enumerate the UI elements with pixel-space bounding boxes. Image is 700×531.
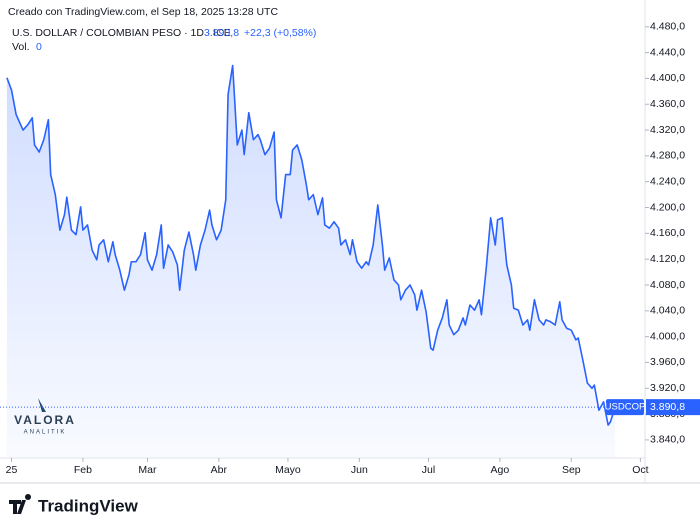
y-tick-label: 4.440,0: [650, 46, 685, 58]
y-tick-label: 4.480,0: [650, 21, 685, 33]
watermark-name: VALORA: [14, 413, 76, 427]
price-tag-label: 3.890,8: [650, 401, 685, 413]
y-tick-label: 4.160,0: [650, 227, 685, 239]
x-tick-label: Feb: [74, 464, 92, 476]
logo-text: TradingView: [38, 496, 139, 515]
y-tick-label: 3.960,0: [650, 356, 685, 368]
y-tick-label: 4.320,0: [650, 124, 685, 136]
change: +22,3 (+0,58%): [244, 27, 316, 39]
y-tick-label: 4.040,0: [650, 305, 685, 317]
y-tick-label: 4.400,0: [650, 72, 685, 84]
logo: TradingView: [9, 493, 139, 515]
chart-title: U.S. DOLLAR / COLOMBIAN PESO · 1D · ICE: [12, 27, 231, 39]
watermark-icon: [38, 398, 46, 412]
y-tick-label: 3.840,0: [650, 434, 685, 446]
watermark: VALORA ANALITIK: [14, 398, 76, 436]
volume-value: 0: [36, 41, 42, 53]
volume-label: Vol.: [12, 41, 30, 53]
x-tick-label: Mar: [138, 464, 157, 476]
logo-icon: [9, 493, 32, 514]
x-tick-label: 25: [6, 464, 18, 476]
price-line: [6, 64, 616, 426]
credit: Creado con TradingView.com, el Sep 18, 2…: [8, 6, 278, 18]
watermark-sub: ANALITIK: [24, 430, 67, 436]
price: 3.890,8: [204, 27, 239, 39]
x-tick-label: Oct: [632, 464, 648, 476]
y-tick-label: 4.280,0: [650, 150, 685, 162]
x-tick-label: Ago: [491, 464, 510, 476]
x-tick-label: Abr: [211, 464, 228, 476]
y-tick-label: 3.920,0: [650, 382, 685, 394]
y-tick-label: 4.200,0: [650, 201, 685, 213]
symbol-tag-label: USDCOP: [605, 402, 646, 413]
x-tick-label: Jul: [422, 464, 435, 476]
y-tick-label: 4.080,0: [650, 279, 685, 291]
y-tick-label: 4.360,0: [650, 98, 685, 110]
y-tick-label: 4.240,0: [650, 175, 685, 187]
plot-area: [6, 64, 616, 459]
x-tick-label: Sep: [562, 464, 581, 476]
x-tick-label: Mayo: [275, 464, 301, 476]
symbol-tag: [606, 399, 644, 416]
y-tick-label: 4.120,0: [650, 253, 685, 265]
price-tag: [646, 399, 700, 416]
y-tick-label: 4.000,0: [650, 330, 685, 342]
x-tick-label: Jun: [351, 464, 368, 476]
area-fill: [6, 65, 616, 459]
